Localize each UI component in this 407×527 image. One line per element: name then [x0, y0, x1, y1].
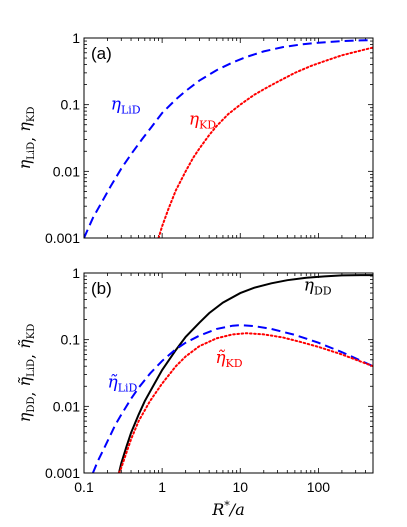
- series-line-dd-b: [117, 274, 373, 473]
- series-line-kd-b: [117, 332, 373, 473]
- series-annotation: η̃LiD: [108, 373, 138, 395]
- y-tick-label: 0.001: [45, 465, 80, 481]
- series-annotation: η̃KD: [215, 348, 242, 370]
- panel-label: (a): [91, 44, 112, 63]
- y-axis-label: ηDD, η̃LiD, η̃KD: [15, 324, 38, 423]
- axis-labels: ηLiD, ηKD ηDD, η̃LiD, η̃KD R*/a: [15, 107, 245, 519]
- series-line-lid-b: [91, 324, 373, 473]
- y-tick-label: 0.001: [45, 230, 80, 246]
- plot-frame: [83, 37, 374, 239]
- y-tick-label: 0.01: [53, 163, 80, 179]
- x-tick-label: 100: [307, 479, 331, 495]
- series-annotation: ηDD: [304, 275, 332, 297]
- series-annotation: ηLiD: [111, 94, 141, 116]
- panel-label: (b): [91, 279, 112, 298]
- series-annotation: ηKD: [189, 110, 216, 132]
- y-tick-label: 1: [72, 265, 80, 281]
- panel-b: 0.001 0.01 0.1 1 0.1 1 10 100 (b) ηDD η̃LiD η̃KD: [45, 265, 374, 495]
- y-tick-label: 1: [72, 30, 80, 46]
- plot-frame: [83, 272, 374, 474]
- series-line-lid-a: [84, 39, 373, 238]
- x-tick-label: 1: [158, 479, 166, 495]
- x-tick-label: 10: [232, 479, 248, 495]
- panel-a: 0.001 0.01 0.1 1 (a) ηLiD ηKD: [45, 30, 374, 246]
- x-tick-label: 0.1: [74, 479, 94, 495]
- y-tick-label: 0.1: [61, 332, 81, 348]
- y-tick-label: 0.01: [53, 398, 80, 414]
- y-tick-label: 0.1: [61, 97, 81, 113]
- tick-marks: [83, 38, 374, 239]
- series-line-kd-a: [157, 46, 373, 238]
- y-axis-label: ηLiD, ηKD: [15, 107, 38, 170]
- x-axis-label: R*/a: [211, 499, 244, 519]
